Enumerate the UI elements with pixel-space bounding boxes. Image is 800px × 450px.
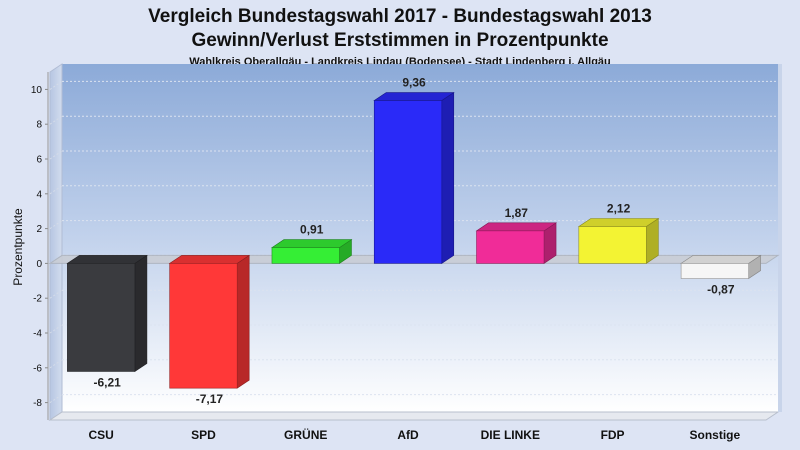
category-label: CSU	[88, 428, 113, 442]
x-axis-categories: CSU SPD GRÜNE AfD DIE LINKE FDP Sonstige	[88, 427, 740, 442]
y-tick-label: 8	[36, 120, 42, 131]
bar-spd	[168, 254, 251, 389]
y-tick-label: -2	[33, 294, 42, 305]
bar-top	[475, 222, 558, 232]
bar-fdp	[577, 217, 660, 264]
data-label: -6,21	[93, 375, 121, 389]
gridline-wall	[49, 80, 63, 90]
y-tick-label: 6	[36, 155, 42, 166]
y-tick-label: 10	[31, 85, 43, 96]
bar-top	[168, 255, 251, 264]
bar-front	[271, 247, 340, 264]
y-axis-label: Prozentpunkte	[11, 208, 25, 286]
y-tick-label: 2	[36, 224, 42, 235]
data-label: -0,87	[707, 283, 735, 297]
y-tick-label: 4	[36, 189, 42, 200]
category-label: GRÜNE	[284, 427, 327, 442]
gridline-wall	[49, 220, 63, 230]
y-tick-label: 0	[36, 259, 42, 270]
data-labels: -6,21 -7,17 0,91 9,36 1,87 2,12 -0,87	[93, 76, 734, 407]
bars	[66, 91, 762, 389]
gridline-wall	[49, 185, 63, 195]
data-label: 0,91	[300, 223, 324, 237]
gridline-wall	[49, 324, 63, 334]
chart-subtitle: Gewinn/Verlust Erststimmen in Prozentpun…	[191, 30, 609, 51]
y-tick-label: -4	[33, 329, 42, 340]
chart-title: Vergleich Bundestagswahl 2017 - Bundesta…	[148, 6, 652, 27]
bar-csu	[66, 254, 148, 373]
category-label: DIE LINKE	[481, 428, 540, 442]
bar-front	[680, 263, 749, 279]
gridline-wall	[49, 394, 63, 404]
category-label: Sonstige	[690, 428, 741, 442]
bar-front	[578, 226, 647, 264]
floor	[48, 411, 780, 421]
category-label: AfD	[397, 428, 419, 442]
y-tick-label: -6	[33, 363, 42, 374]
category-label: SPD	[191, 428, 216, 442]
right-edge	[778, 64, 782, 412]
bar-side	[134, 254, 148, 373]
gridline-wall	[49, 359, 63, 369]
data-label: 9,36	[402, 76, 426, 90]
bar-grüne	[270, 239, 353, 264]
data-label: 2,12	[607, 202, 631, 216]
bar-front	[476, 230, 545, 264]
gridline-wall	[49, 150, 63, 160]
bar-afd	[373, 91, 455, 264]
gridline-wall	[49, 115, 63, 125]
bar-front	[373, 100, 443, 264]
bar-front	[67, 263, 136, 372]
bar-front	[169, 263, 238, 389]
bar-side	[236, 254, 250, 389]
category-label: FDP	[601, 428, 625, 442]
y-axis: 10 8 6 4 2 0 -2 -4 -6 -8	[31, 72, 49, 420]
data-label: 1,87	[505, 206, 529, 220]
bar-top	[577, 218, 660, 227]
gridline-wall	[49, 289, 63, 299]
bar-top	[66, 255, 148, 264]
data-label: -7,17	[196, 392, 224, 406]
bar-top	[680, 255, 762, 264]
y-tick-label: -8	[33, 398, 42, 409]
bar-top	[373, 92, 455, 101]
bar-top	[270, 239, 353, 248]
bar-sonstige	[680, 254, 762, 280]
bar-side	[441, 91, 455, 264]
bar-die-linke	[475, 222, 558, 264]
